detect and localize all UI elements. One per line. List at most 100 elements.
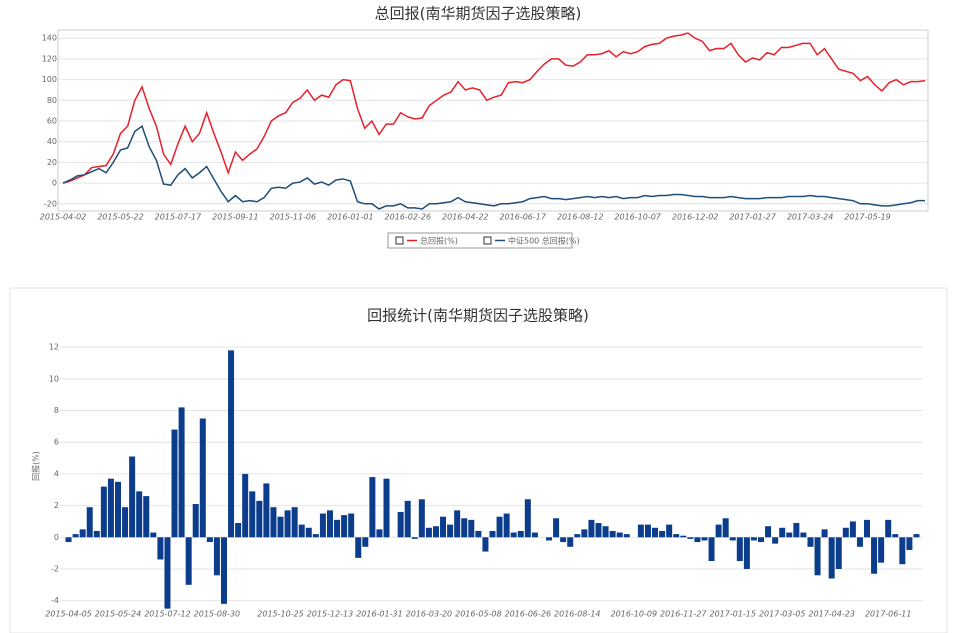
y-tick-label: 8 xyxy=(54,406,59,415)
x-tick-label: 2015-07-12 xyxy=(144,610,191,619)
bar xyxy=(122,507,129,538)
bar xyxy=(136,491,143,538)
legend-checkbox[interactable] xyxy=(483,236,492,245)
x-tick-label: 2017-06-11 xyxy=(865,610,912,619)
bar xyxy=(143,496,150,538)
bar xyxy=(440,516,447,538)
bar xyxy=(772,537,779,544)
x-tick-label: 2016-08-12 xyxy=(557,213,604,222)
bar xyxy=(100,486,107,538)
x-tick-label: 2016-06-17 xyxy=(499,213,546,222)
bar xyxy=(814,537,821,576)
bar xyxy=(574,534,581,538)
bar xyxy=(447,524,454,538)
bar xyxy=(496,516,503,538)
bar xyxy=(383,478,390,538)
bar xyxy=(659,530,666,538)
bar xyxy=(560,537,567,543)
bar xyxy=(199,418,206,538)
bar xyxy=(595,523,602,538)
bar xyxy=(623,534,630,538)
x-tick-label: 2017-03-05 xyxy=(759,610,806,619)
bar xyxy=(418,499,425,538)
x-tick-label: 2016-08-14 xyxy=(554,610,601,619)
bar xyxy=(800,532,807,538)
bar xyxy=(687,537,694,539)
y-tick-label: 80 xyxy=(47,96,57,105)
bar xyxy=(736,537,743,562)
y-tick-label: 0 xyxy=(54,533,59,542)
bar xyxy=(348,513,355,538)
x-tick-label: 2017-03-24 xyxy=(787,213,834,222)
bar xyxy=(743,537,750,569)
x-tick-label: 2015-04-05 xyxy=(45,610,92,619)
bar xyxy=(652,527,659,538)
bar xyxy=(242,473,249,538)
y-axis-label: 回报(%) xyxy=(31,451,41,481)
bar xyxy=(319,513,326,538)
bar xyxy=(277,516,284,538)
bar xyxy=(107,478,114,538)
y-tick-label: 2 xyxy=(54,501,59,510)
bar xyxy=(786,532,793,538)
bar xyxy=(842,527,849,538)
x-tick-label: 2016-10-07 xyxy=(614,213,661,222)
x-tick-label: 2015-11-06 xyxy=(270,213,317,222)
bar xyxy=(602,526,609,538)
chart-title: 回报统计(南华期货因子选股策略) xyxy=(367,307,589,325)
bar xyxy=(291,507,298,538)
legend-checkbox[interactable] xyxy=(395,236,404,245)
y-tick-label: 12 xyxy=(49,343,59,352)
y-tick-label: 20 xyxy=(47,158,57,167)
bar xyxy=(185,537,192,585)
bar xyxy=(581,529,588,538)
bar xyxy=(637,524,644,538)
bar xyxy=(468,519,475,538)
line-series xyxy=(62,124,925,210)
x-tick-label: 2015-09-11 xyxy=(212,213,259,222)
y-tick-label: 4 xyxy=(54,469,59,478)
y-tick-label: 6 xyxy=(54,438,59,447)
bar xyxy=(475,530,482,538)
bar xyxy=(553,518,560,538)
bar xyxy=(425,527,432,538)
x-tick-label: 2016-04-22 xyxy=(442,213,489,222)
bar xyxy=(213,537,220,576)
x-tick-label: 2017-01-15 xyxy=(709,610,756,619)
x-tick-label: 2016-01-31 xyxy=(356,610,403,619)
x-tick-label: 2016-03-20 xyxy=(406,610,453,619)
bar xyxy=(228,350,235,538)
bar xyxy=(65,537,72,543)
bar xyxy=(750,537,757,541)
bar xyxy=(341,515,348,538)
bar xyxy=(673,534,680,538)
x-tick-label: 2015-08-30 xyxy=(194,610,241,619)
bar xyxy=(722,518,729,538)
bar xyxy=(263,483,270,538)
bar xyxy=(461,518,468,538)
bar xyxy=(482,537,489,552)
legend-box xyxy=(387,232,573,249)
bar xyxy=(397,511,404,538)
bar xyxy=(871,537,878,574)
bar xyxy=(524,499,531,538)
x-tick-label: 2016-11-27 xyxy=(660,610,707,619)
bar xyxy=(411,537,418,539)
x-tick-label: 2015-04-02 xyxy=(40,213,87,222)
bar xyxy=(376,529,383,538)
bar xyxy=(503,513,510,538)
bar xyxy=(609,530,616,538)
bar xyxy=(517,530,524,538)
bar xyxy=(567,537,574,547)
bar xyxy=(206,537,213,543)
x-tick-label: 2015-07-17 xyxy=(155,213,202,222)
x-tick-label: 2015-10-25 xyxy=(257,610,304,619)
legend-label: 总回报(%) xyxy=(420,236,458,246)
x-tick-label: 2016-10-09 xyxy=(611,610,658,619)
x-tick-label: 2016-05-08 xyxy=(455,610,502,619)
y-tick-label: -4 xyxy=(51,596,59,605)
bar xyxy=(298,524,305,538)
bar xyxy=(644,524,651,538)
bar xyxy=(355,537,362,558)
bar xyxy=(821,529,828,538)
